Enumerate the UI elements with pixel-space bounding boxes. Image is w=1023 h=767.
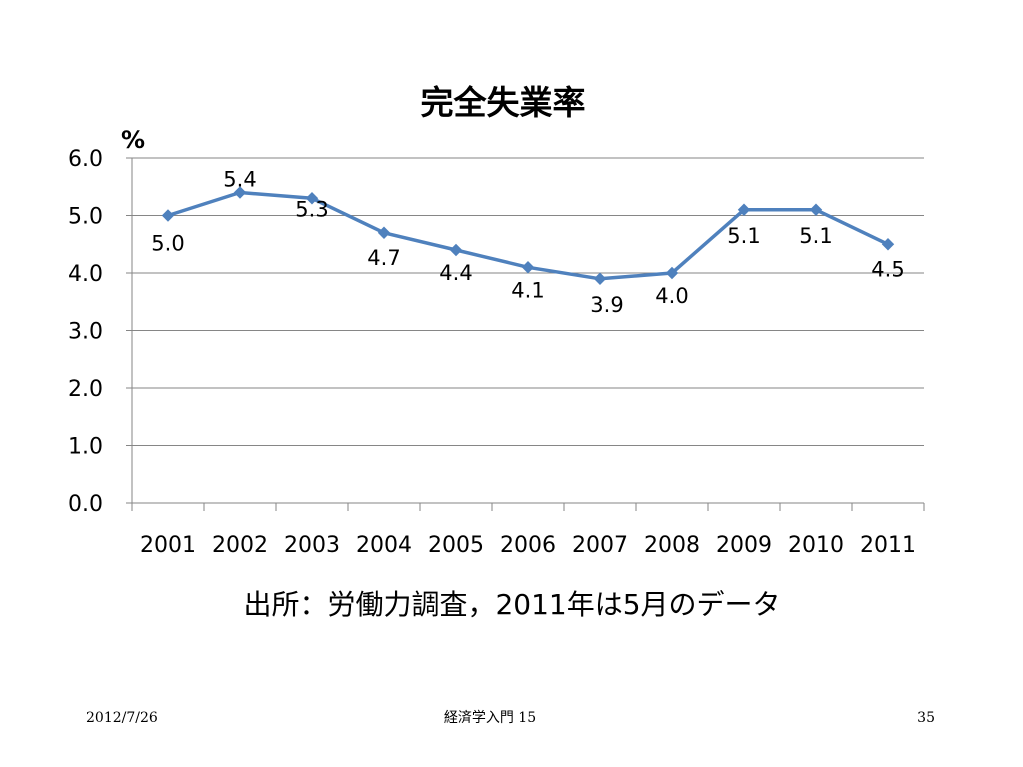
y-tick-label-6: 6.0 xyxy=(68,147,103,172)
data-point-2001 xyxy=(161,209,175,222)
y-tick-label-5: 5.0 xyxy=(68,205,103,230)
data-point-2006 xyxy=(521,261,535,274)
axis-layer xyxy=(126,157,925,511)
y-tick-label-0: 0.0 xyxy=(68,492,103,517)
data-label-2011: 4.5 xyxy=(871,257,904,281)
data-point-2004 xyxy=(377,226,391,239)
data-labels: 5.0 5.4 5.3 4.7 4.4 4.1 3.9 4.0 5.1 5.1 4.5 xyxy=(151,168,904,317)
y-tick-label-1: 1.0 xyxy=(68,435,103,460)
data-label-2004: 4.7 xyxy=(367,246,400,270)
x-tick-label-2011: 2011 xyxy=(860,533,916,558)
x-tick-label-2001: 2001 xyxy=(140,533,196,558)
x-tick-label-2007: 2007 xyxy=(572,533,628,558)
data-point-2003 xyxy=(305,192,319,205)
y-tick-label-3: 3.0 xyxy=(68,320,103,345)
data-label-2005: 4.4 xyxy=(439,261,472,285)
data-point-2009 xyxy=(737,203,751,216)
data-label-2010: 5.1 xyxy=(799,224,832,248)
data-label-2008: 4.0 xyxy=(655,284,688,308)
footer-date: 2012/7/26 xyxy=(86,710,158,726)
footer-course-title: 経済学入門 15 xyxy=(444,710,536,726)
data-label-2002: 5.4 xyxy=(223,168,256,192)
series-unemployment-rate xyxy=(161,186,895,285)
footer-page-number: 35 xyxy=(917,710,935,726)
x-tick-label-2002: 2002 xyxy=(212,533,268,558)
data-point-2005 xyxy=(449,243,463,257)
data-point-2008 xyxy=(665,266,679,280)
data-label-2003: 5.3 xyxy=(295,197,328,221)
y-tick-label-4: 4.0 xyxy=(68,262,103,287)
chart-title: 完全失業率 xyxy=(421,83,586,122)
y-axis-unit-label: % xyxy=(121,126,145,154)
y-tick-labels: 0.0 1.0 2.0 3.0 4.0 5.0 6.0 xyxy=(68,147,103,517)
data-label-2007: 3.9 xyxy=(590,293,623,317)
data-point-2011 xyxy=(881,238,895,251)
x-tick-label-2010: 2010 xyxy=(788,533,844,558)
x-tick-label-2004: 2004 xyxy=(356,533,412,558)
data-point-2007 xyxy=(593,272,607,285)
data-point-2002 xyxy=(233,186,247,199)
x-tick-labels: 2001 2002 2003 2004 2005 2006 2007 2008 2009 2010… xyxy=(140,533,916,558)
source-note: 出所：労働力調査，2011年は5月のデータ xyxy=(243,588,780,621)
data-label-2006: 4.1 xyxy=(511,278,544,302)
x-tick-label-2008: 2008 xyxy=(644,533,700,558)
x-tick-label-2005: 2005 xyxy=(428,533,484,558)
x-tick-label-2003: 2003 xyxy=(284,533,340,558)
data-label-2009: 5.1 xyxy=(727,224,760,248)
x-tick-label-2006: 2006 xyxy=(500,533,556,558)
x-tick-label-2009: 2009 xyxy=(716,533,772,558)
grid-layer xyxy=(132,157,924,446)
data-label-2001: 5.0 xyxy=(151,232,184,256)
y-tick-label-2: 2.0 xyxy=(68,377,103,402)
data-point-2010 xyxy=(809,203,823,216)
